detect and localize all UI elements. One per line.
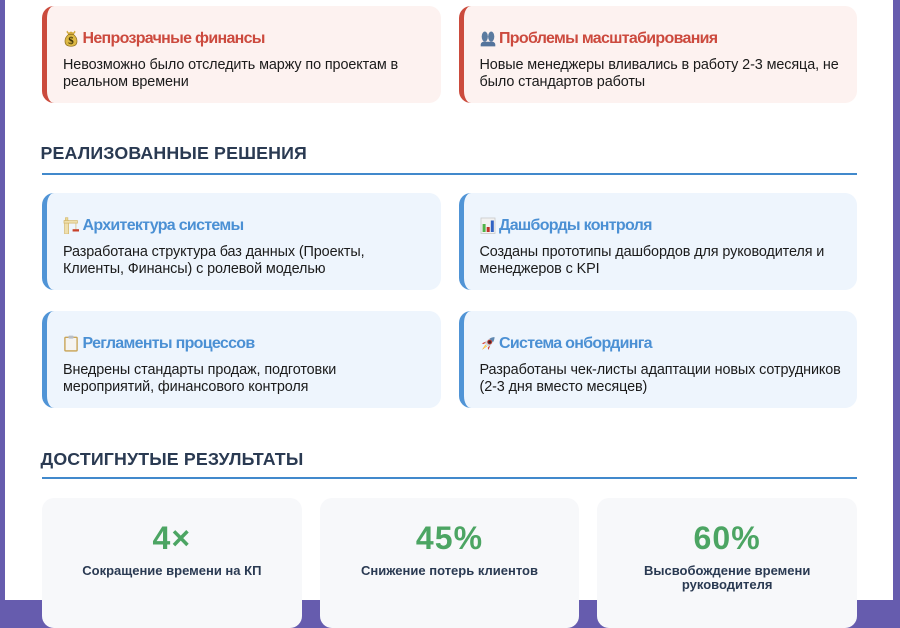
svg-text:$: $: [68, 35, 74, 47]
